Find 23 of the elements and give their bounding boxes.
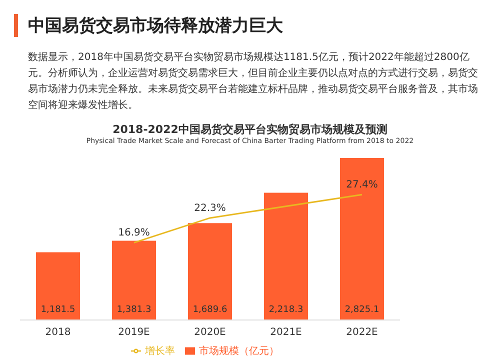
bar xyxy=(36,252,80,320)
data-label: 2,825.1 xyxy=(344,305,380,315)
data-label: 2,218.3 xyxy=(268,305,304,315)
bar xyxy=(112,240,156,320)
text: 数据显示，2018年中国易货交易平台实物贸易市场规模达1181.5亿元，预计2022年能超过2800亿元。分析师认为，企业运营对易货交易需求巨大，但目前企业主要仍以点对点的方式进行交易，易货交易市场潜力仍未完全释放。未来易货交易平台若能建立标杆品牌，推动易货交易平台服务普及，其市场空间将迎来爆发性增长。 xyxy=(28,50,478,113)
x-tick-label: 2018 xyxy=(45,327,71,338)
data-label: 1,181.5 xyxy=(40,305,76,315)
bar xyxy=(340,158,384,320)
data-label: 1,381.3 xyxy=(116,305,152,315)
data-label: 27.4% xyxy=(346,180,378,191)
x-tick-label: 2022E xyxy=(346,327,378,338)
text: 中国易货交易市场待释放潜力巨大 xyxy=(14,14,283,37)
data-label: 22.3% xyxy=(194,202,226,214)
x-tick-label: 2021E xyxy=(270,327,302,338)
data-label: 16.9% xyxy=(118,228,150,239)
legend-label: 市场规模（亿元） xyxy=(199,346,279,357)
chart-title: 2018-2022中国易货交易平台实物贸易市场规模及预测 xyxy=(112,122,388,137)
x-tick-label: 2019E xyxy=(118,327,150,338)
bar xyxy=(188,223,232,320)
data-label: 1,689.6 xyxy=(192,305,228,315)
bar xyxy=(264,192,308,320)
x-tick-label: 2020E xyxy=(194,327,226,338)
legend-label: 增长率 xyxy=(145,346,175,357)
